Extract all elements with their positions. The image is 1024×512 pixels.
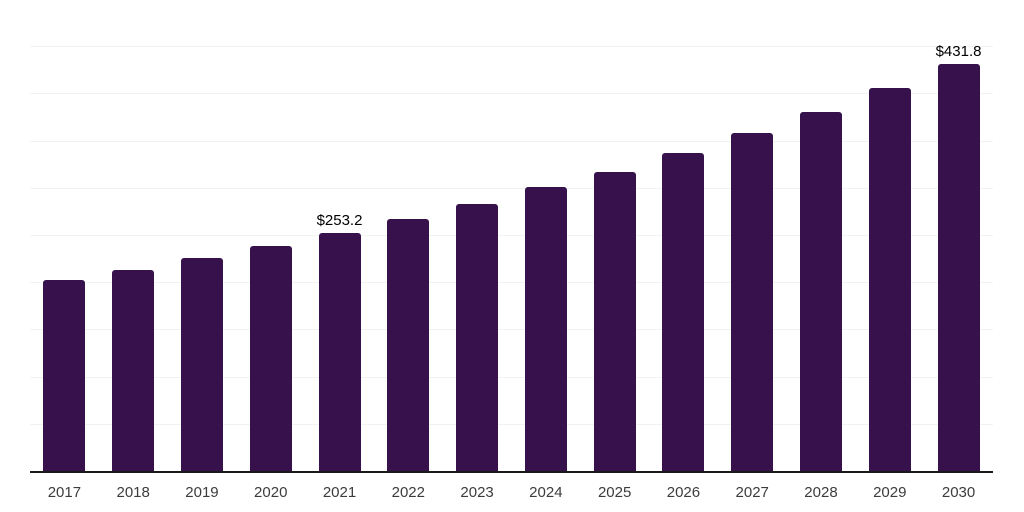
bar-slot-2017 [30,0,99,472]
bar-2024 [524,187,567,472]
bar-2017 [43,280,86,472]
bar-slot-2028 [787,0,856,472]
bar-2021 [318,232,361,472]
bar-slot-2021: $253.2 [305,0,374,472]
data-label-2021: $253.2 [316,211,363,229]
gridline-350 [30,140,993,142]
x-tick-2018: 2018 [116,484,150,501]
bar-slot-2019 [168,0,237,472]
x-tick-2026: 2026 [666,484,701,501]
x-tick-2021: 2021 [322,484,357,501]
bar-2023 [456,204,499,472]
plot-area: $253.2 $431.8 [30,0,993,473]
bar-2030 [937,64,980,472]
x-tick-2022: 2022 [391,484,425,501]
gridline-300 [30,187,993,189]
x-tick-2023: 2023 [460,484,494,501]
bar-slot-2024 [511,0,580,472]
bar-2019 [180,258,223,472]
bar-2026 [662,153,705,472]
x-axis-line [30,471,993,473]
gridline-150 [30,329,993,331]
bar-slot-2027 [718,0,787,472]
bar-slot-2026 [649,0,718,472]
gridline-450 [30,46,993,48]
x-tick-2017: 2017 [47,484,82,501]
x-tick-2027: 2027 [735,484,769,501]
gridline-100 [30,376,993,378]
gridline-50 [30,423,993,425]
gridline-200 [30,282,993,284]
x-tick-2019: 2019 [185,484,219,501]
data-label-2030: $431.8 [935,43,982,61]
x-tick-2029: 2029 [873,484,907,501]
bar-slot-2029 [855,0,924,472]
bar-2025 [593,171,636,472]
gridline-250 [30,235,993,236]
bar-2029 [868,88,911,472]
x-tick-2024: 2024 [529,484,563,501]
bar-slot-2022 [374,0,443,472]
bar-slot-2025 [580,0,649,472]
bars-row: $253.2 $431.8 [30,0,993,472]
x-tick-2030: 2030 [941,484,976,501]
bar-2022 [387,219,430,472]
bar-2020 [249,246,292,472]
x-tick-2020: 2020 [254,484,288,501]
bar-2028 [799,111,842,472]
bar-slot-2030: $431.8 [924,0,993,472]
x-axis-tick-labels: 2017 2018 2019 2020 2021 2022 2023 2024 2025 2026… [30,473,993,512]
bar-2018 [112,269,155,472]
gridline-400 [30,93,993,95]
x-tick-2025: 2025 [597,484,632,501]
bar-slot-2020 [236,0,305,472]
bar-slot-2023 [443,0,512,472]
x-tick-2028: 2028 [804,484,838,501]
bar-2027 [731,132,774,472]
bar-slot-2018 [99,0,168,472]
